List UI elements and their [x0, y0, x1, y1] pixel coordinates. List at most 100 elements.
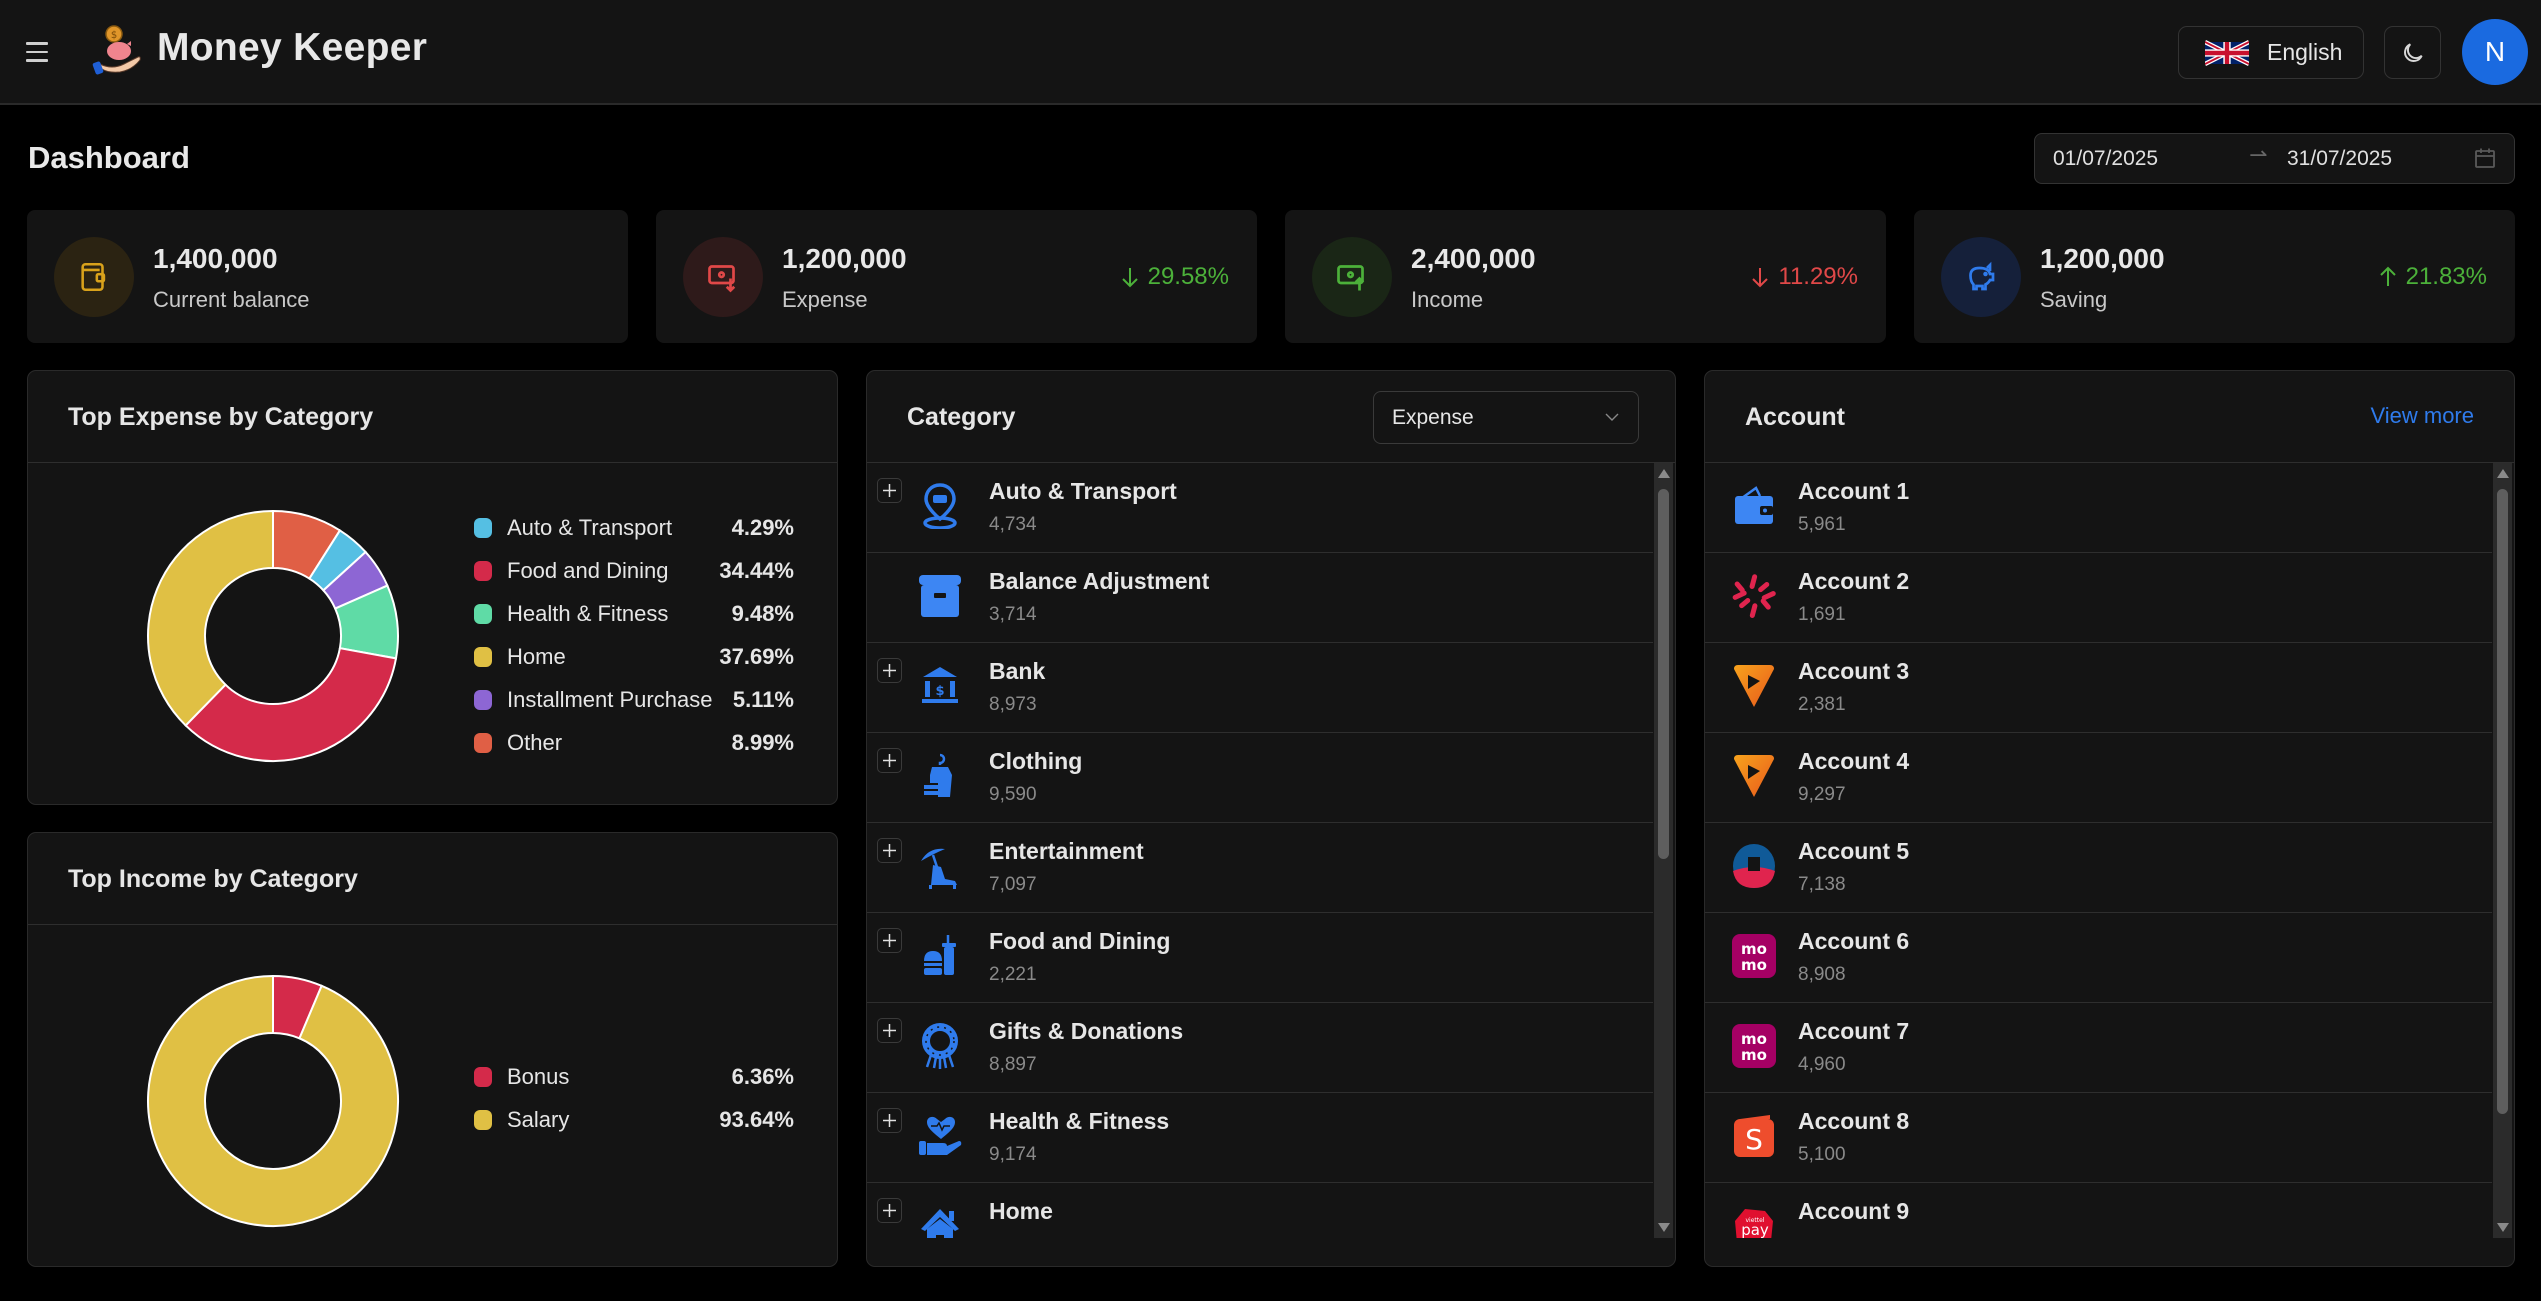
category-list-item[interactable]: Home: [867, 1183, 1653, 1238]
date-from-input[interactable]: 01/07/2025: [2053, 146, 2159, 170]
legend-item[interactable]: Home 37.69%: [474, 635, 794, 678]
svg-text:S: S: [1745, 1123, 1763, 1156]
category-list-item[interactable]: Gifts & Donations 8,897: [867, 1003, 1653, 1093]
donut-slice[interactable]: [147, 509, 274, 727]
category-value: 4,734: [989, 514, 1037, 535]
legend-label: Home: [507, 643, 566, 669]
blue-red-circle-logo-icon: [1729, 841, 1779, 891]
account-list-item[interactable]: Account 2 1,691: [1705, 553, 2492, 643]
stat-value: 1,200,000: [2040, 243, 2165, 274]
legend-label: Auto & Transport: [507, 514, 673, 540]
panel-title: Top Expense by Category: [68, 403, 374, 431]
account-list-item[interactable]: Account 1 5,961: [1705, 463, 2492, 553]
calendar-icon[interactable]: [2474, 147, 2496, 169]
category-list-item[interactable]: $ Bank 8,973: [867, 643, 1653, 733]
expense-donut-chart[interactable]: [143, 506, 403, 766]
category-type-select[interactable]: Expense: [1373, 391, 1639, 444]
expand-button[interactable]: [877, 478, 902, 503]
legend-item[interactable]: Food and Dining 34.44%: [474, 549, 794, 592]
expand-button[interactable]: [877, 748, 902, 773]
account-list-item[interactable]: S Account 8 5,100: [1705, 1093, 2492, 1183]
stat-label: Saving: [2040, 287, 2108, 312]
legend-value: 8.99%: [731, 729, 794, 755]
account-value: 7,138: [1798, 874, 1846, 895]
account-list-item[interactable]: Account 3 2,381: [1705, 643, 2492, 733]
top-header: $ Money Keeper English N: [0, 0, 2541, 105]
legend-swatch: [474, 1066, 492, 1087]
plus-icon: [883, 1024, 896, 1037]
uk-flag-icon: [2205, 39, 2249, 66]
category-list-item[interactable]: Auto & Transport 4,734: [867, 463, 1653, 553]
stat-value: 2,400,000: [1411, 243, 1536, 274]
category-list-item[interactable]: Health & Fitness 9,174: [867, 1093, 1653, 1183]
category-list-item[interactable]: Entertainment 7,097: [867, 823, 1653, 913]
piggy-bank-logo-icon: $: [92, 25, 141, 75]
donut-slice[interactable]: [147, 974, 399, 1227]
legend-item[interactable]: Other 8.99%: [474, 721, 794, 764]
category-list-item[interactable]: Clothing 9,590: [867, 733, 1653, 823]
legend-item[interactable]: Auto & Transport 4.29%: [474, 506, 794, 549]
scroll-up-icon[interactable]: [2497, 469, 2509, 478]
income-legend: Bonus 6.36% Salary 93.64%: [474, 1055, 794, 1141]
momo-logo-icon: mo mo: [1729, 931, 1779, 981]
category-scrollbar[interactable]: [1654, 463, 1673, 1238]
stat-card-income: 2,400,000 Income 11.29%: [1285, 210, 1886, 343]
account-list-item[interactable]: pay viettel Account 9: [1705, 1183, 2492, 1238]
expand-button[interactable]: [877, 1108, 902, 1133]
money-out-icon: [683, 237, 763, 317]
panel-title: Top Income by Category: [68, 865, 358, 893]
page-title: Dashboard: [28, 140, 190, 175]
piggy-bank-icon: [1941, 237, 2021, 317]
plus-icon: [883, 1204, 896, 1217]
category-list-item[interactable]: Food and Dining 2,221: [867, 913, 1653, 1003]
svg-text:mo: mo: [1741, 1046, 1767, 1064]
stat-change: 29.58%: [1120, 263, 1229, 291]
stat-card-saving: 1,200,000 Saving 21.83%: [1914, 210, 2515, 343]
legend-item[interactable]: Health & Fitness 9.48%: [474, 592, 794, 635]
expand-button[interactable]: [877, 1018, 902, 1043]
account-list-item[interactable]: Account 4 9,297: [1705, 733, 2492, 823]
date-to-input[interactable]: 31/07/2025: [2287, 146, 2393, 170]
income-donut-chart[interactable]: [143, 971, 403, 1231]
income-by-category-panel: Top Income by Category Bonus 6.36% Salary 9…: [27, 832, 838, 1267]
account-value: 8,908: [1798, 964, 1846, 985]
red-star-logo-icon: [1729, 571, 1779, 621]
scroll-down-icon[interactable]: [2497, 1223, 2509, 1232]
account-list-item[interactable]: mo mo Account 6 8,908: [1705, 913, 2492, 1003]
orange-triangle-logo-icon: [1729, 661, 1779, 711]
shopee-logo-icon: S: [1729, 1111, 1779, 1161]
account-name: Account 2: [1798, 568, 1910, 594]
donut-slice[interactable]: [184, 647, 398, 762]
expense-by-category-panel: Top Expense by Category Auto & Transport…: [27, 370, 838, 805]
category-value: 8,973: [989, 694, 1037, 715]
theme-toggle-button[interactable]: [2384, 26, 2441, 79]
expand-button[interactable]: [877, 1198, 902, 1223]
scroll-down-icon[interactable]: [1658, 1223, 1670, 1232]
language-selector[interactable]: English: [2178, 26, 2364, 79]
account-value: 2,381: [1798, 694, 1846, 715]
legend-label: Food and Dining: [507, 557, 669, 583]
view-more-link[interactable]: View more: [2370, 403, 2474, 428]
legend-item[interactable]: Installment Purchase 5.11%: [474, 678, 794, 721]
expand-button[interactable]: [877, 928, 902, 953]
user-avatar[interactable]: N: [2462, 19, 2528, 85]
panel-title: Account: [1745, 403, 1845, 431]
legend-item[interactable]: Salary 93.64%: [474, 1098, 794, 1141]
legend-value: 4.29%: [731, 514, 794, 540]
range-arrow-icon: ⇀: [2249, 142, 2268, 167]
category-panel: Category Expense Auto & Transport 4,734 Ba…: [866, 370, 1676, 1267]
account-list-item[interactable]: Account 5 7,138: [1705, 823, 2492, 913]
expand-button[interactable]: [877, 658, 902, 683]
expand-button[interactable]: [877, 838, 902, 863]
date-range-picker[interactable]: 01/07/2025 ⇀ 31/07/2025: [2034, 133, 2515, 184]
menu-toggle-button[interactable]: [26, 36, 58, 68]
scroll-thumb[interactable]: [1658, 489, 1669, 859]
legend-item[interactable]: Bonus 6.36%: [474, 1055, 794, 1098]
scroll-up-icon[interactable]: [1658, 469, 1670, 478]
category-list-item[interactable]: Balance Adjustment 3,714: [867, 553, 1653, 643]
legend-value: 93.64%: [719, 1106, 794, 1132]
legend-value: 6.36%: [731, 1063, 794, 1089]
account-list-item[interactable]: mo mo Account 7 4,960: [1705, 1003, 2492, 1093]
account-scrollbar[interactable]: [2493, 463, 2512, 1238]
scroll-thumb[interactable]: [2497, 489, 2508, 1114]
